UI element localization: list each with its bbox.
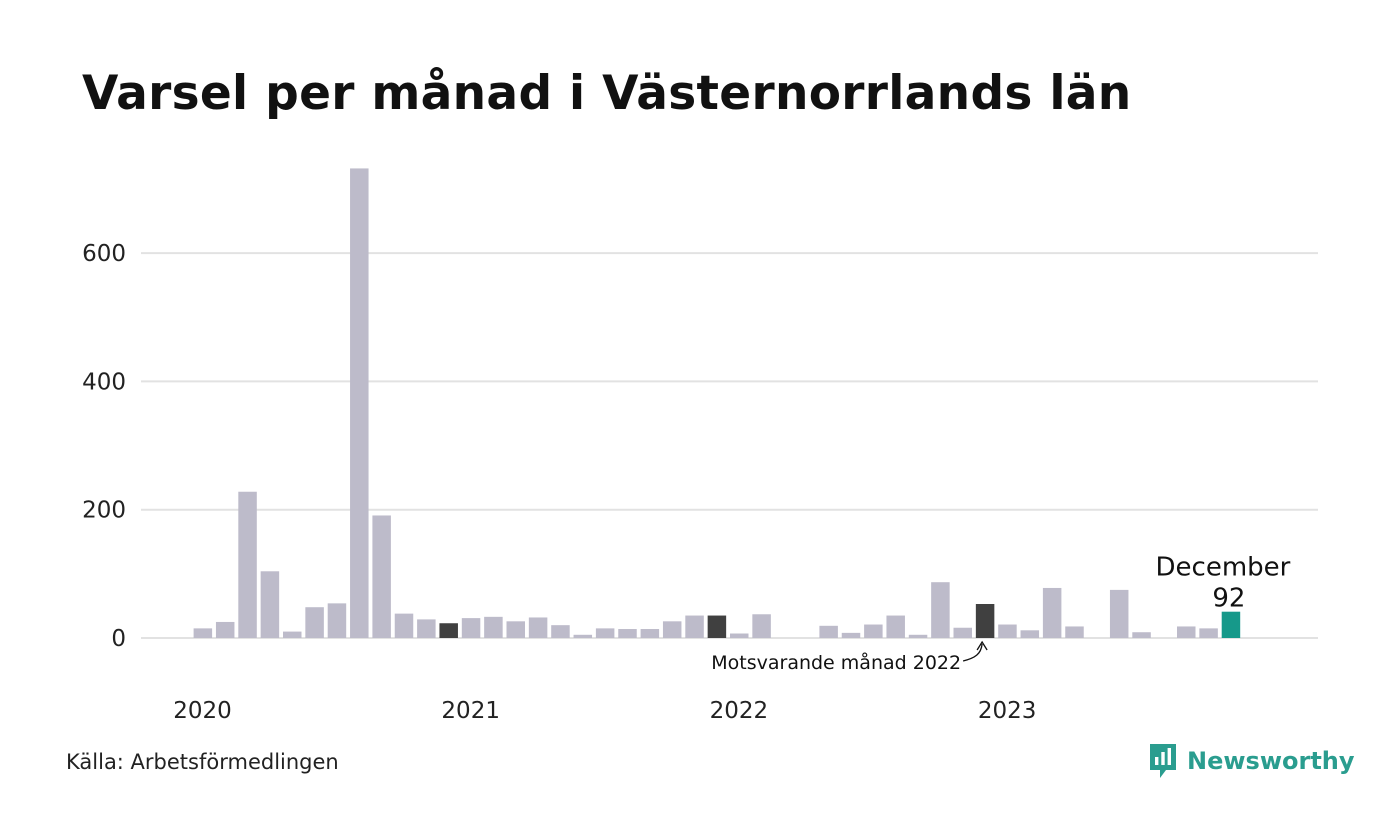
bar: [417, 619, 436, 638]
brand-logo: Newsworthy: [1148, 742, 1355, 780]
page-title: Varsel per månad i Västernorrlands län: [82, 66, 1132, 121]
bar: [528, 617, 548, 638]
bar: [461, 618, 481, 638]
x-tick-label: 2020: [173, 698, 232, 724]
y-tick-label: 0: [111, 626, 126, 652]
newsworthy-logo-icon: [1150, 744, 1176, 778]
bar: [618, 629, 637, 638]
bar-highlight: [1221, 611, 1241, 638]
bar: [1065, 626, 1084, 638]
bar: [305, 607, 324, 638]
bar: [238, 491, 257, 638]
bar: [640, 629, 660, 638]
bar-comparison: [439, 623, 458, 638]
bar: [864, 624, 883, 638]
y-tick-label: 400: [82, 369, 126, 395]
bar: [908, 634, 928, 638]
bar: [573, 634, 593, 638]
brand-name: Newsworthy: [1187, 747, 1355, 775]
x-tick-label: 2021: [441, 698, 500, 724]
bar: [484, 616, 503, 638]
bar: [685, 615, 704, 638]
highlight-month-label: December: [1156, 553, 1291, 583]
bar: [327, 603, 347, 638]
bar: [1132, 632, 1151, 638]
bar: [193, 628, 213, 638]
bar: [953, 627, 972, 638]
bar: [1042, 587, 1062, 638]
comparison-arrow: [962, 643, 983, 662]
x-tick-label: 2022: [710, 698, 769, 724]
bar: [551, 625, 570, 638]
bar: [819, 625, 838, 638]
bar: [662, 621, 682, 638]
bar: [998, 624, 1017, 638]
bar: [394, 613, 414, 638]
bar: [730, 633, 749, 638]
bar: [841, 632, 861, 638]
bar: [886, 615, 905, 638]
y-tick-label: 600: [82, 241, 126, 267]
bar: [350, 168, 369, 638]
bar-comparison: [975, 604, 995, 638]
bar: [215, 621, 235, 638]
bar: [372, 515, 391, 638]
x-tick-label: 2023: [978, 698, 1037, 724]
bar: [752, 614, 771, 638]
bar: [1199, 628, 1218, 638]
bar: [931, 582, 950, 638]
bar: [1177, 626, 1196, 638]
bar-comparison: [707, 615, 727, 638]
bar: [260, 571, 280, 638]
highlight-value-label: 92: [1212, 584, 1245, 614]
comparison-arrowhead: [976, 640, 988, 651]
bar: [506, 621, 525, 638]
source-label: Källa: Arbetsförmedlingen: [66, 750, 339, 774]
y-tick-label: 200: [82, 498, 126, 524]
bar: [1020, 630, 1040, 638]
bar: [283, 631, 302, 638]
bar: [595, 628, 615, 638]
bar: [1109, 589, 1129, 638]
comparison-label: Motsvarande månad 2022: [711, 651, 961, 674]
